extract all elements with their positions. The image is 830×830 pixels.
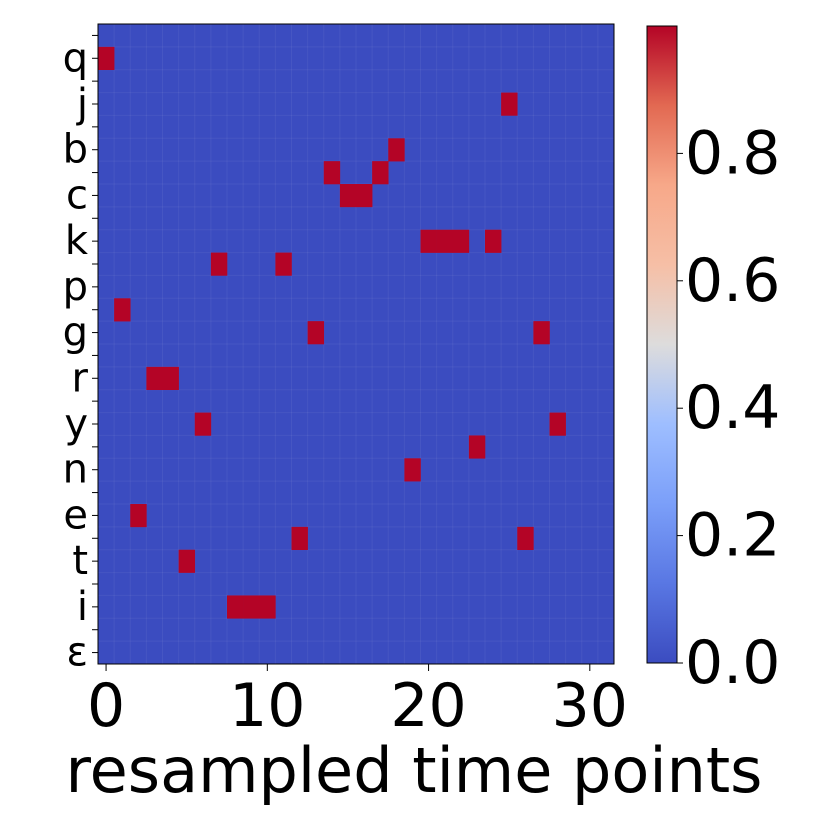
x-tick-label: 20 [390,671,466,741]
heatmap-cell [452,229,470,253]
heatmap-cell [162,366,179,391]
colorbar-tick-label: 0.2 [685,501,780,571]
y-tick-label: p [63,264,88,310]
heatmap-cell [259,595,276,619]
heatmap-cell [275,252,292,276]
heatmap-cell [517,526,534,551]
heatmap-cell [130,504,147,528]
heatmap-cell [291,526,308,551]
x-axis: 0 10 20 30 [87,664,628,741]
y-tick-label: j [76,81,88,127]
heatmap-cell [501,92,518,116]
y-tick-label: q [63,35,88,81]
y-tick-label: n [63,447,88,493]
colorbar-tick-label: 0.0 [685,628,780,698]
x-axis-label: resampled time points [66,734,763,807]
heatmap-cell [468,435,486,459]
heatmap-cell [323,161,341,185]
colorbar-gradient [646,25,678,664]
x-tick-label: 30 [552,671,628,741]
heatmap-cell [485,229,502,253]
heatmap-cell [210,252,228,276]
heatmap-cell [436,229,454,253]
heatmap-cell [146,366,163,391]
y-tick-label: g [63,310,88,356]
y-tick-label: y [64,401,88,447]
plot-area [97,23,615,665]
heatmap-cell [356,184,373,208]
y-tick-label: r [72,355,89,401]
heatmap-cell [227,595,244,619]
heatmap-cell [533,321,550,345]
colorbar: 0.0 0.2 0.4 0.6 0.8 [646,25,780,698]
colorbar-tick-label: 0.6 [685,246,780,316]
y-tick-label: e [63,492,88,538]
y-tick-label: t [72,538,88,584]
colorbar-tick-label: 0.8 [685,118,780,188]
heatmap-cell [194,412,212,436]
colorbar-tick-label: 0.4 [685,373,780,443]
heatmap-cell [307,321,325,345]
x-tick-label: 10 [229,671,305,741]
heatmap-cell [339,184,357,208]
heatmap-cell [420,229,437,253]
y-tick-label: b [63,127,88,173]
y-tick-label: i [77,584,88,630]
heatmap-cell [404,458,421,482]
y-tick-label: c [66,172,88,218]
heatmap-cell [549,412,566,436]
y-tick-label: ε [66,630,88,676]
y-tick-label: k [65,218,89,264]
heatmap-cell [178,549,196,573]
heatmap-cell [388,138,405,162]
heatmap-cell [372,161,389,185]
x-tick-label: 0 [87,671,125,741]
heatmap-cell [98,46,115,71]
heatmap-cell [243,595,260,619]
heatmap-cell [114,298,131,322]
plot-frame [97,23,615,665]
